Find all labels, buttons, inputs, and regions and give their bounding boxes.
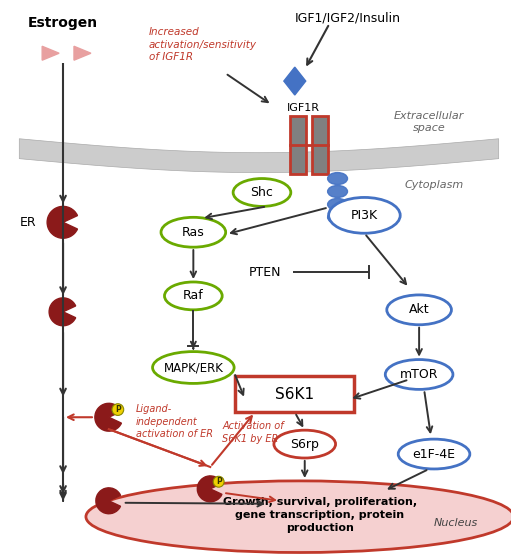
Text: Ras: Ras bbox=[182, 226, 205, 239]
Text: Akt: Akt bbox=[409, 304, 430, 316]
Wedge shape bbox=[96, 488, 120, 514]
Wedge shape bbox=[47, 206, 77, 238]
Text: PTEN: PTEN bbox=[249, 266, 281, 279]
Ellipse shape bbox=[328, 172, 348, 185]
Text: Estrogen: Estrogen bbox=[28, 17, 98, 31]
Polygon shape bbox=[284, 67, 306, 95]
Text: S6rp: S6rp bbox=[290, 438, 319, 450]
Wedge shape bbox=[95, 403, 121, 431]
FancyBboxPatch shape bbox=[290, 116, 306, 173]
Text: PI3K: PI3K bbox=[351, 209, 378, 222]
Polygon shape bbox=[42, 46, 59, 60]
Ellipse shape bbox=[164, 282, 222, 310]
Ellipse shape bbox=[86, 481, 512, 553]
Ellipse shape bbox=[153, 351, 234, 384]
Text: space: space bbox=[413, 123, 445, 133]
Ellipse shape bbox=[328, 211, 348, 224]
Wedge shape bbox=[49, 298, 76, 326]
Text: production: production bbox=[286, 523, 354, 533]
Text: Ligand-
independent
activation of ER: Ligand- independent activation of ER bbox=[136, 404, 212, 439]
Ellipse shape bbox=[329, 197, 400, 234]
Text: mTOR: mTOR bbox=[400, 368, 438, 381]
FancyBboxPatch shape bbox=[235, 376, 354, 412]
FancyBboxPatch shape bbox=[312, 116, 328, 173]
Text: e1F-4E: e1F-4E bbox=[413, 448, 456, 460]
Text: gene transcription, protein: gene transcription, protein bbox=[235, 510, 404, 520]
Polygon shape bbox=[19, 139, 499, 172]
Text: S6K1: S6K1 bbox=[275, 387, 314, 402]
Text: Cytoplasm: Cytoplasm bbox=[404, 181, 464, 191]
Text: MAPK/ERK: MAPK/ERK bbox=[163, 361, 223, 374]
Circle shape bbox=[213, 476, 224, 487]
Text: Raf: Raf bbox=[183, 290, 204, 302]
Ellipse shape bbox=[274, 430, 335, 458]
Text: Increased
activation/sensitivity
of IGF1R: Increased activation/sensitivity of IGF1… bbox=[148, 27, 257, 62]
Ellipse shape bbox=[387, 295, 452, 325]
Text: P: P bbox=[216, 477, 222, 486]
Text: Shc: Shc bbox=[250, 186, 273, 199]
Ellipse shape bbox=[233, 178, 291, 206]
Circle shape bbox=[112, 404, 124, 415]
Wedge shape bbox=[197, 476, 222, 502]
Text: P: P bbox=[115, 405, 121, 414]
Text: Extracellular: Extracellular bbox=[394, 111, 464, 121]
Text: Nucleus: Nucleus bbox=[434, 518, 478, 528]
Text: IGF1R: IGF1R bbox=[287, 103, 320, 113]
Ellipse shape bbox=[161, 217, 226, 247]
Ellipse shape bbox=[386, 360, 453, 389]
Ellipse shape bbox=[398, 439, 470, 469]
Text: IGF1/IGF2/Insulin: IGF1/IGF2/Insulin bbox=[294, 12, 400, 24]
Text: Activation of
S6K1 by ER: Activation of S6K1 by ER bbox=[222, 421, 284, 444]
Ellipse shape bbox=[328, 198, 348, 210]
Polygon shape bbox=[74, 46, 91, 60]
Ellipse shape bbox=[328, 186, 348, 197]
Text: ER: ER bbox=[19, 216, 36, 229]
Text: Growth, survival, proliferation,: Growth, survival, proliferation, bbox=[223, 497, 417, 507]
